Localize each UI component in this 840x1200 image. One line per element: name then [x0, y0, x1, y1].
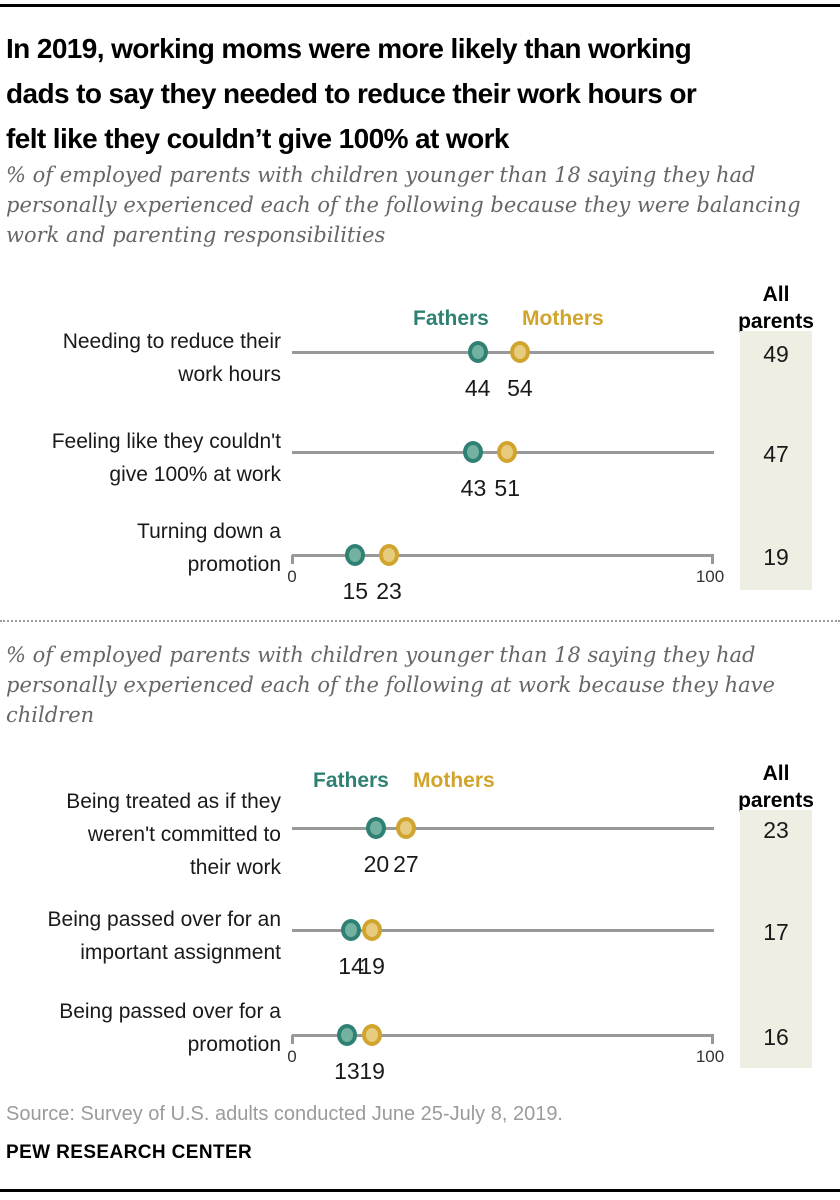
title-line: dads to say they needed to reduce their …	[6, 78, 697, 109]
row-label: Turning down a promotion	[137, 520, 281, 576]
section-divider	[0, 620, 840, 622]
page-title: In 2019, working moms were more likely t…	[6, 26, 840, 161]
chart1-legend-mothers: Mothers	[522, 307, 604, 330]
row-label: Feeling like they couldn't give 100% at …	[51, 430, 281, 486]
row-label: Needing to reduce their work hours	[62, 330, 281, 386]
all-header-line: All	[762, 762, 790, 785]
fathers-value: 44	[464, 375, 491, 401]
fathers-value: 15	[342, 578, 369, 604]
fathers-value: 20	[363, 851, 390, 877]
mothers-value: 19	[359, 953, 385, 979]
axis-tick-max	[711, 555, 714, 564]
fathers-dot	[467, 341, 488, 363]
axis-line	[292, 351, 714, 354]
chart2-legend-fathers: Fathers	[313, 769, 389, 792]
axis-tick-min	[291, 1035, 294, 1044]
mothers-value: 19	[359, 1058, 385, 1084]
axis-line	[292, 827, 714, 830]
fathers-value: 14	[338, 953, 364, 979]
mothers-dot	[497, 441, 518, 463]
fathers-dot	[345, 544, 366, 566]
chart1-subtitle: % of employed parents with children youn…	[6, 160, 826, 250]
fathers-dot	[463, 441, 484, 463]
mothers-dot	[379, 544, 400, 566]
chart1-legend-fathers: Fathers	[413, 307, 489, 330]
all-parents-value: 47	[763, 441, 789, 467]
axis-line	[292, 929, 714, 932]
brand-label: PEW RESEARCH CENTER	[6, 1142, 253, 1163]
top-rule	[0, 4, 840, 7]
chart2-all-parents-header: All parents	[722, 760, 830, 814]
all-header-line: All	[762, 283, 790, 306]
row-label: Being passed over for an important assig…	[47, 908, 281, 964]
all-parents-value: 19	[763, 544, 789, 570]
chart2-subtitle: % of employed parents with children youn…	[6, 640, 826, 730]
source-note: Source: Survey of U.S. adults conducted …	[6, 1103, 563, 1125]
axis-tick-min	[291, 555, 294, 564]
row-label: Being treated as if they weren't committ…	[66, 790, 281, 879]
mothers-dot	[362, 1024, 383, 1046]
fathers-value: 43	[460, 475, 487, 501]
all-parents-value: 49	[763, 341, 789, 367]
axis-min-label: 0	[287, 1047, 297, 1066]
axis-tick-max	[711, 1035, 714, 1044]
mothers-value: 23	[376, 578, 402, 604]
subtitle-line: work and parenting responsibilities	[6, 223, 386, 247]
fathers-dot	[336, 1024, 357, 1046]
all-header-line: parents	[738, 789, 814, 812]
fathers-dot	[341, 919, 362, 941]
mothers-value: 27	[393, 851, 419, 877]
chart1-all-parents-header: All parents	[722, 281, 830, 335]
axis-line	[292, 554, 714, 557]
all-parents-value: 23	[763, 817, 789, 843]
fathers-value: 13	[334, 1058, 360, 1084]
axis-max-label: 100	[695, 1047, 725, 1066]
bottom-rule	[0, 1189, 840, 1192]
row-label: Being passed over for a promotion	[59, 1000, 281, 1056]
axis-min-label: 0	[287, 567, 297, 586]
all-parents-value: 16	[763, 1024, 789, 1050]
subtitle-line: % of employed parents with children youn…	[6, 643, 756, 667]
title-line: felt like they couldn’t give 100% at wor…	[6, 123, 509, 154]
mothers-dot	[362, 919, 383, 941]
chart2-legend-mothers: Mothers	[413, 769, 495, 792]
title-line: In 2019, working moms were more likely t…	[6, 33, 692, 64]
fathers-dot	[366, 817, 387, 839]
subtitle-line: children	[6, 703, 95, 727]
axis-max-label: 100	[695, 567, 725, 586]
chart2-all-parents-column	[740, 810, 812, 1068]
subtitle-line: personally experienced each of the follo…	[6, 193, 801, 217]
mothers-dot	[395, 817, 416, 839]
mothers-value: 51	[494, 475, 521, 501]
all-parents-value: 17	[763, 919, 789, 945]
chart1-all-parents-column	[740, 331, 812, 590]
subtitle-line: % of employed parents with children youn…	[6, 163, 756, 187]
mothers-dot	[509, 341, 530, 363]
mothers-value: 54	[507, 375, 533, 401]
subtitle-line: personally experienced each of the follo…	[6, 673, 775, 697]
axis-line	[292, 1034, 714, 1037]
all-header-line: parents	[738, 310, 814, 333]
